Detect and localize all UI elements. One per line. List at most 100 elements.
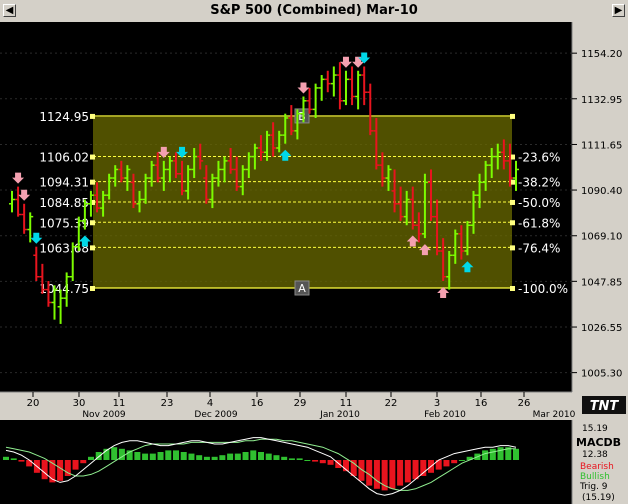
price-bar — [403, 190, 410, 226]
fib-handle[interactable] — [90, 113, 95, 119]
macd-panel[interactable]: 15.19 MACDB 12.38 Bearish Bullish Trig. … — [0, 420, 628, 504]
x-month-label: Jan 2010 — [319, 410, 360, 420]
macd-histogram-bar — [482, 450, 489, 460]
price-bar — [282, 113, 289, 144]
scroll-left-button[interactable]: ◀ — [3, 4, 16, 17]
macd-histogram-bar — [505, 447, 512, 460]
x-day-label: 29 — [294, 398, 307, 409]
macd-histogram-bar — [211, 456, 218, 460]
price-bar — [300, 96, 307, 123]
fib-handle[interactable] — [510, 245, 515, 251]
fib-handle[interactable] — [510, 154, 515, 160]
fib-handle[interactable] — [90, 199, 95, 205]
fib-price-label: 1084.85 — [39, 196, 89, 210]
macd-histogram-bar — [296, 458, 303, 460]
x-axis-panel — [0, 392, 628, 420]
price-bar — [336, 62, 343, 110]
price-bar — [215, 160, 222, 187]
macd-histogram-bar — [157, 452, 164, 460]
price-bar — [191, 148, 198, 179]
fib-handle[interactable] — [510, 220, 515, 226]
fib-handle[interactable] — [90, 179, 95, 185]
y-tick-label: 1026.55 — [581, 323, 622, 334]
x-day-label: 4 — [207, 398, 213, 409]
fib-handle[interactable] — [510, 285, 515, 291]
fib-handle[interactable] — [90, 245, 95, 251]
macd-histogram-bar — [165, 450, 172, 460]
price-bar — [409, 186, 416, 230]
fib-price-label: 1124.95 — [39, 110, 89, 124]
price-bar — [276, 130, 283, 153]
x-day-label: 11 — [113, 398, 126, 409]
price-bar — [27, 212, 34, 243]
price-bar — [45, 281, 52, 307]
price-bar — [342, 70, 349, 106]
price-bar — [63, 272, 70, 307]
macd-histogram-bar — [10, 458, 17, 460]
fib-handle[interactable] — [510, 179, 515, 185]
macd-histogram-bar — [458, 460, 465, 461]
x-month-label: Nov 2009 — [82, 410, 126, 420]
macd-histogram-bar — [118, 448, 125, 460]
fib-pct-label: -50.0% — [518, 196, 560, 210]
price-bar — [69, 242, 76, 282]
x-day-label: 3 — [434, 398, 440, 409]
macd-line — [5, 437, 517, 496]
fib-handle[interactable] — [510, 199, 515, 205]
y-tick-label: 1154.20 — [581, 49, 622, 60]
price-bar — [118, 160, 125, 183]
fib-handle[interactable] — [90, 220, 95, 226]
x-day-label: 11 — [340, 398, 353, 409]
sell-arrow-icon — [12, 172, 25, 184]
price-bar — [166, 156, 173, 183]
macd-label: MACDB — [576, 436, 621, 449]
fib-point-marker[interactable] — [294, 280, 310, 296]
macd-histogram-bar — [26, 460, 33, 467]
price-bar — [15, 186, 22, 217]
macd-value-top: 15.19 — [582, 424, 608, 434]
macd-histogram-bar — [64, 460, 71, 476]
sell-arrow-icon — [18, 189, 31, 201]
macd-histogram-bar — [497, 447, 504, 460]
macd-signal-line — [5, 438, 516, 491]
price-bar — [513, 160, 519, 191]
x-month-label: Dec 2009 — [194, 410, 237, 420]
macd-histogram-bar — [88, 456, 94, 460]
price-bar — [494, 143, 501, 170]
fib-handle[interactable] — [90, 154, 95, 160]
price-chart[interactable]: 1154.20 1132.95 1111.65 1090.40 1069.10 1047.… — [0, 22, 628, 420]
macd-histogram-bar — [451, 460, 458, 464]
macd-histogram-bar — [126, 450, 133, 460]
macd-histogram-bar — [219, 455, 226, 460]
x-day-label: 26 — [518, 398, 531, 409]
macd-legend-bullish: Bullish — [580, 472, 610, 482]
scroll-right-button[interactable]: ▶ — [612, 4, 625, 17]
macd-histogram-bar — [281, 456, 288, 460]
macd-histogram-bar — [72, 460, 79, 470]
price-bar — [154, 152, 161, 183]
price-bar — [288, 105, 295, 136]
macd-histogram-bar — [80, 460, 87, 464]
macd-histogram-bar — [412, 460, 419, 480]
buy-arrow-icon — [418, 244, 431, 256]
macd-histogram-bar — [489, 448, 496, 460]
price-bar — [9, 190, 15, 213]
price-bar — [185, 165, 192, 200]
price-bar — [257, 135, 264, 161]
price-bar — [397, 186, 404, 221]
buy-arrow-icon — [406, 235, 419, 247]
price-bar — [251, 143, 258, 170]
macd-value-bottom: (15.19) — [582, 493, 615, 503]
macd-histogram-bar — [203, 456, 210, 460]
fibonacci-retracement[interactable]: 1124.95 1106.02 -23.6% 1094.31 -38.2% 1084.85… — [39, 108, 568, 296]
fib-handle[interactable] — [510, 113, 515, 119]
macd-histogram-bar — [273, 455, 280, 460]
price-bar — [130, 173, 137, 209]
macd-histogram-bar — [343, 460, 349, 472]
price-bar — [482, 160, 489, 191]
fib-handle[interactable] — [90, 285, 95, 291]
macd-legend-panel — [572, 420, 628, 504]
fib-point-marker[interactable] — [294, 108, 310, 124]
price-bar — [148, 160, 155, 187]
price-bar — [94, 182, 101, 213]
